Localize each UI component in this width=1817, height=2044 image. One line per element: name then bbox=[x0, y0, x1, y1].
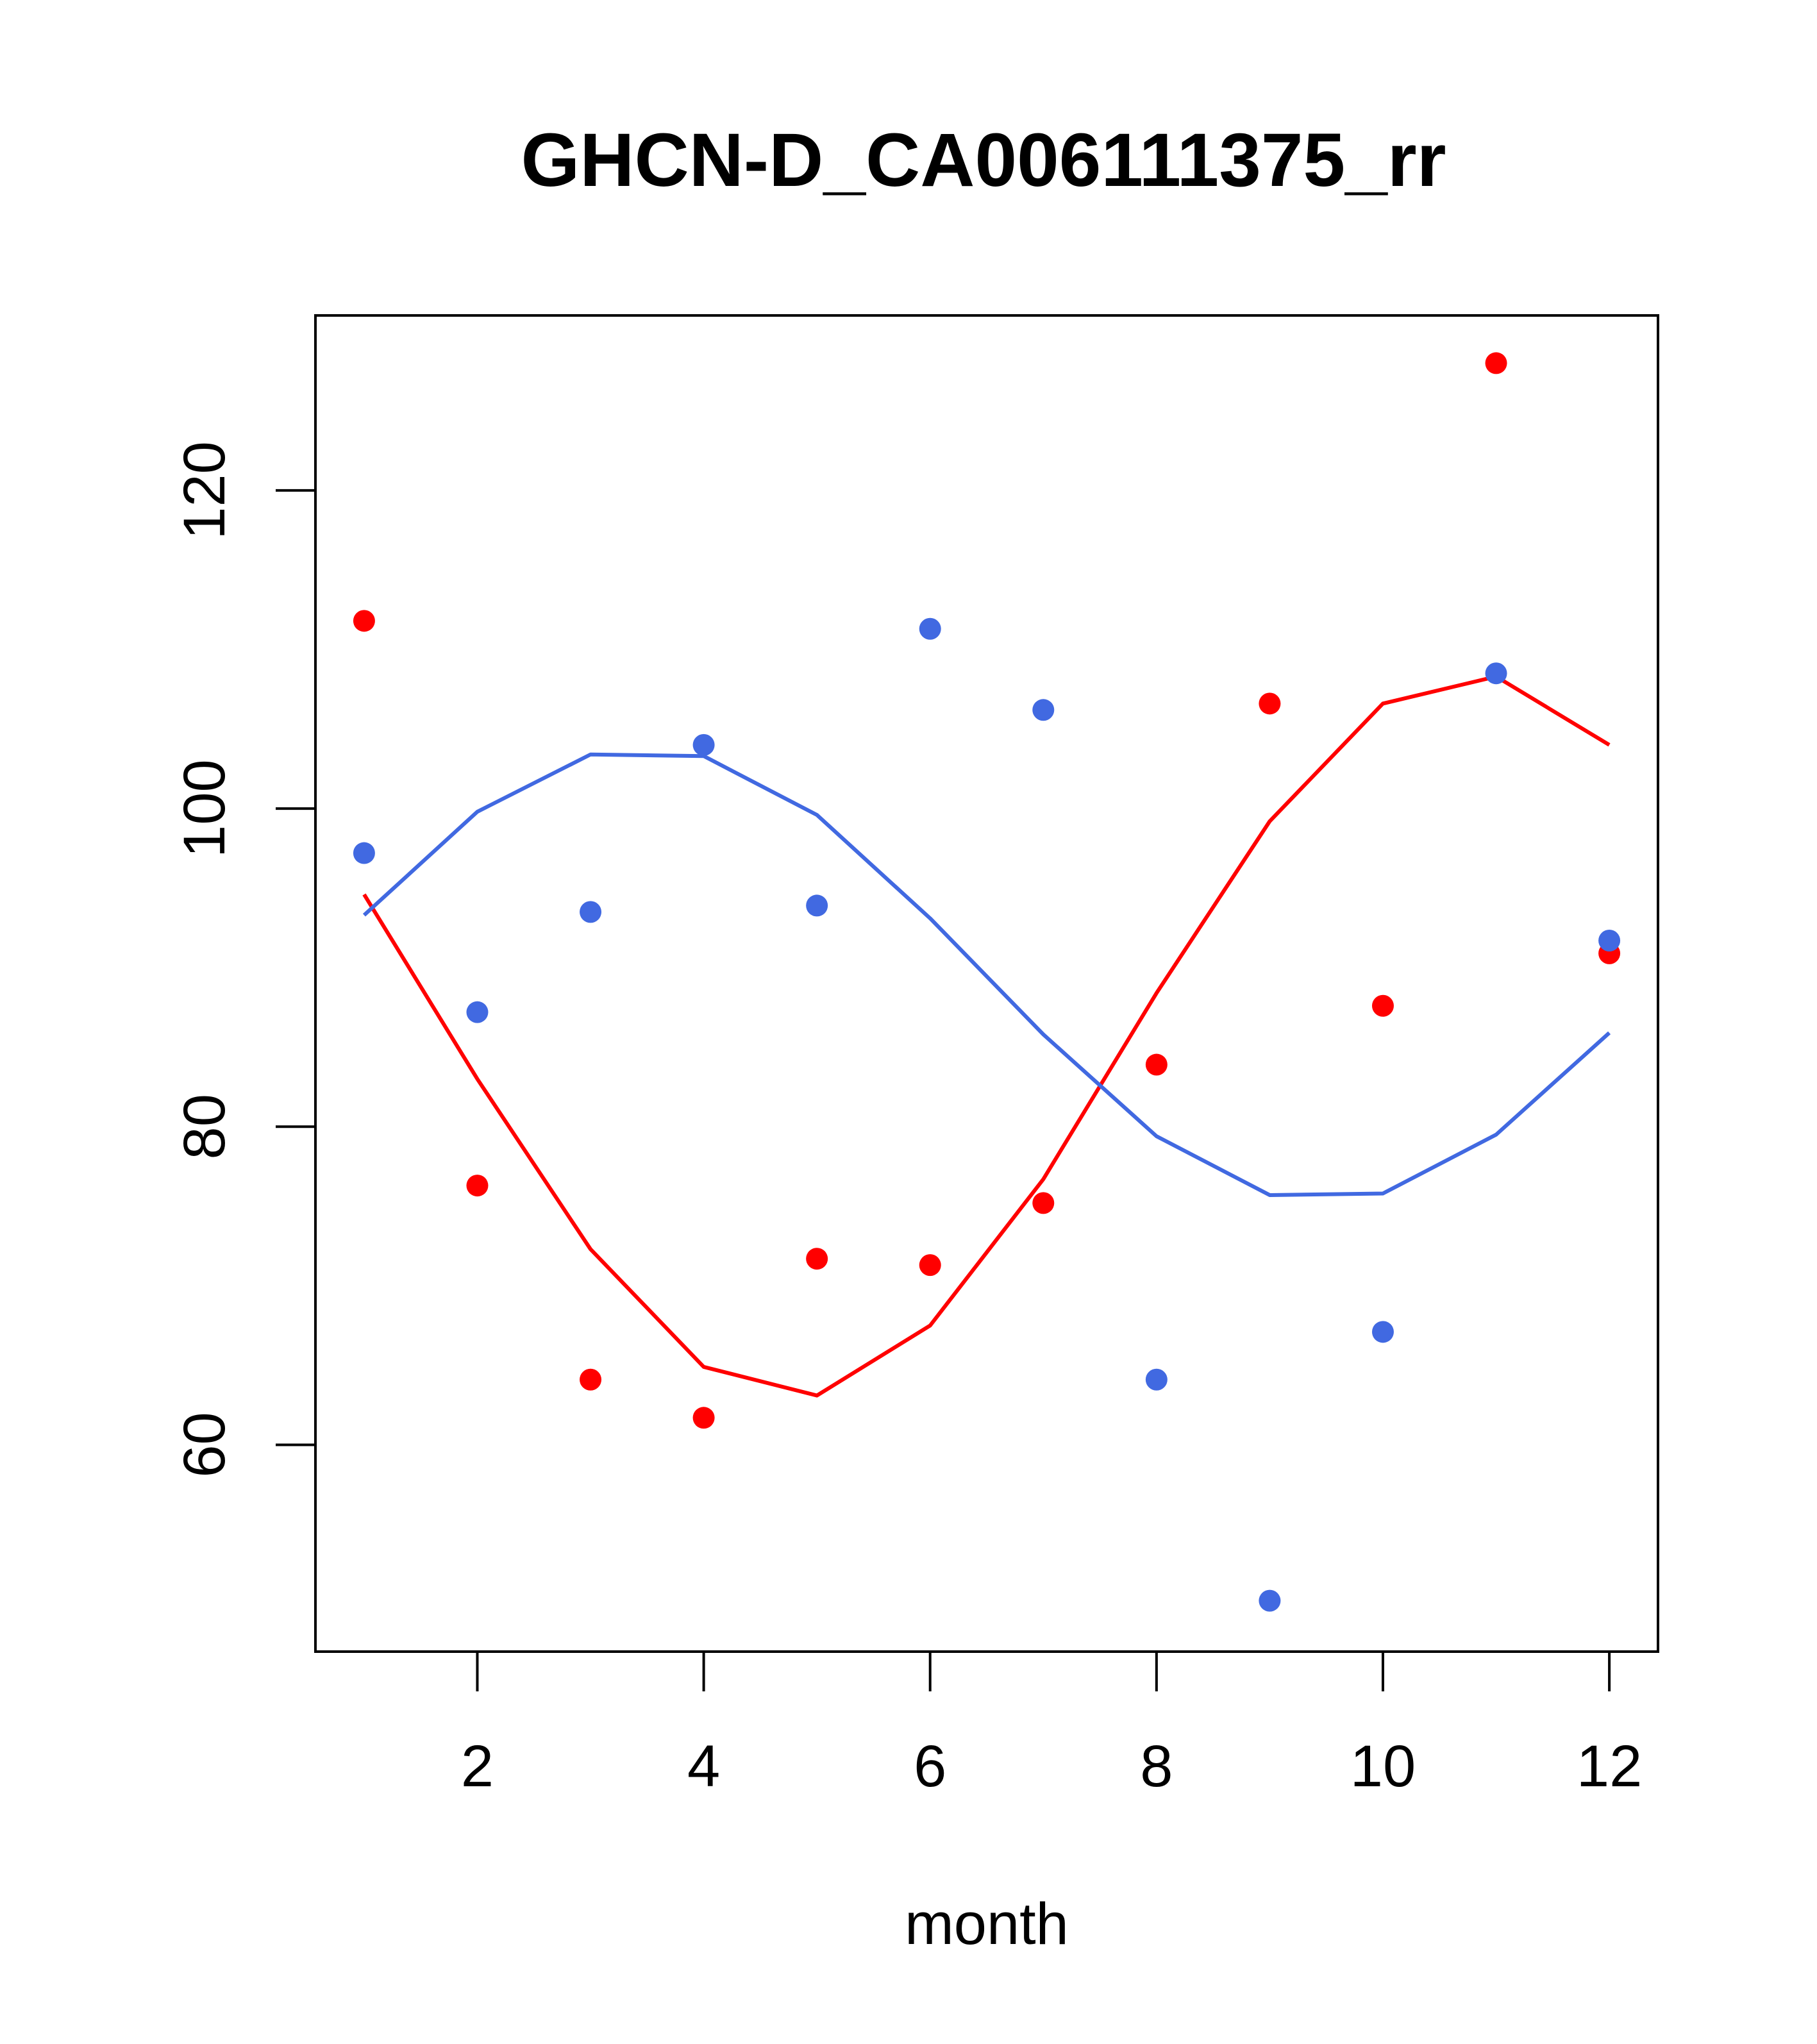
y-tick-label: 60 bbox=[172, 1412, 237, 1477]
series-2-point bbox=[580, 901, 602, 923]
series-2-fit-line bbox=[362, 752, 1611, 1197]
series-1-point bbox=[1032, 1192, 1055, 1214]
y-axis: 60 80 100 120 bbox=[172, 441, 315, 1478]
y-tick-label: 100 bbox=[172, 759, 237, 858]
series-1-point bbox=[466, 1175, 489, 1197]
series-1-point bbox=[580, 1368, 602, 1391]
series-2-point bbox=[919, 617, 941, 640]
series-1-point bbox=[919, 1254, 941, 1277]
series-2-point bbox=[1485, 662, 1507, 685]
y-tick-label: 120 bbox=[172, 441, 237, 540]
series-1-point bbox=[692, 1407, 715, 1429]
x-tick-label: 6 bbox=[914, 1734, 946, 1799]
series-2-point bbox=[1598, 930, 1621, 952]
series-1-fit-line bbox=[362, 674, 1611, 1398]
series-2-point bbox=[1032, 699, 1055, 721]
x-tick-label: 8 bbox=[1140, 1734, 1173, 1799]
series-2-point bbox=[1259, 1589, 1281, 1612]
series-1-point bbox=[1485, 352, 1507, 374]
series-1-point bbox=[806, 1248, 828, 1270]
plot-frame bbox=[314, 314, 1659, 1653]
series-2-point bbox=[806, 894, 828, 917]
x-axis: 2 4 6 8 10 12 bbox=[461, 1652, 1642, 1799]
x-tick-label: 2 bbox=[461, 1734, 494, 1799]
chart-title: GHCN-D_CA006111375_rr bbox=[521, 118, 1446, 203]
x-tick-label: 12 bbox=[1577, 1734, 1642, 1799]
series-2-point bbox=[1371, 1321, 1394, 1343]
series-1-point bbox=[1371, 994, 1394, 1017]
series-1-point bbox=[353, 610, 375, 632]
series-2-point bbox=[1145, 1368, 1168, 1391]
x-axis-label: month bbox=[905, 1891, 1069, 1957]
series-2-point bbox=[353, 842, 375, 864]
y-tick-label: 80 bbox=[172, 1094, 237, 1159]
series-2-point bbox=[692, 733, 715, 756]
series-1-point bbox=[1259, 692, 1281, 715]
series-2-point bbox=[466, 1001, 489, 1023]
x-tick-label: 4 bbox=[687, 1734, 720, 1799]
series-1-point bbox=[1145, 1053, 1168, 1076]
series-layer bbox=[353, 352, 1621, 1612]
x-tick-label: 10 bbox=[1350, 1734, 1416, 1799]
